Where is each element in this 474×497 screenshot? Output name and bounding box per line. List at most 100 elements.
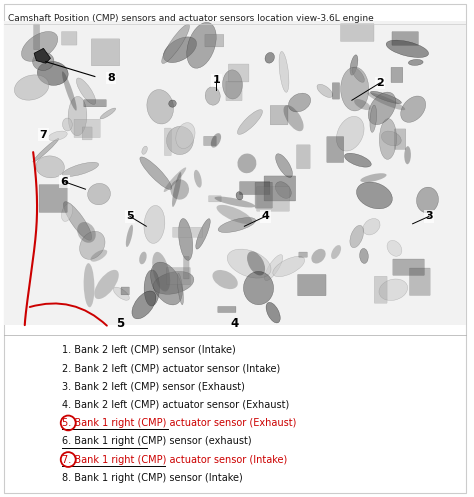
Ellipse shape [126,225,133,247]
Text: 1: 1 [212,76,220,85]
Ellipse shape [14,75,49,100]
FancyBboxPatch shape [209,196,221,202]
Bar [4,21,466,325]
Ellipse shape [196,219,210,249]
Ellipse shape [218,218,255,233]
Ellipse shape [179,219,193,260]
FancyBboxPatch shape [203,136,216,146]
Ellipse shape [217,205,252,224]
FancyBboxPatch shape [39,184,67,212]
Ellipse shape [62,162,99,176]
Ellipse shape [266,302,280,323]
Ellipse shape [341,67,369,111]
Ellipse shape [144,270,160,306]
Ellipse shape [164,37,197,63]
Ellipse shape [94,270,119,299]
Ellipse shape [177,273,183,305]
Ellipse shape [162,24,190,64]
FancyBboxPatch shape [183,256,189,279]
Text: 5: 5 [126,211,134,221]
FancyBboxPatch shape [121,287,129,295]
Ellipse shape [176,123,195,149]
FancyBboxPatch shape [34,24,39,50]
Ellipse shape [88,183,110,205]
Ellipse shape [83,263,94,307]
Text: 4: 4 [231,317,239,330]
Ellipse shape [404,146,411,164]
Ellipse shape [345,153,371,167]
Ellipse shape [164,167,186,192]
Ellipse shape [170,179,189,200]
Ellipse shape [68,96,87,136]
Ellipse shape [311,249,326,263]
Ellipse shape [62,72,77,111]
FancyBboxPatch shape [166,267,191,285]
Text: 2. Bank 2 left (CMP) actuator sensor (Intake): 2. Bank 2 left (CMP) actuator sensor (In… [62,363,281,373]
Ellipse shape [187,22,216,68]
Ellipse shape [317,84,333,97]
Ellipse shape [215,196,255,207]
Text: 4. Bank 2 left (CMP) actuator sensor (Exhaust): 4. Bank 2 left (CMP) actuator sensor (Ex… [62,400,290,410]
Ellipse shape [205,87,220,105]
Ellipse shape [337,116,364,151]
Ellipse shape [172,172,182,207]
Ellipse shape [279,51,289,92]
Ellipse shape [275,154,292,177]
FancyBboxPatch shape [239,181,270,195]
Ellipse shape [275,181,292,198]
FancyBboxPatch shape [327,137,344,163]
Ellipse shape [36,156,64,178]
Ellipse shape [356,182,392,209]
Ellipse shape [360,248,368,263]
FancyBboxPatch shape [299,252,307,257]
FancyBboxPatch shape [228,64,249,82]
Text: Camshaft Position (CMP) sensors and actuator sensors location view-3.6L engine: Camshaft Position (CMP) sensors and actu… [9,14,374,23]
Polygon shape [34,48,50,63]
Ellipse shape [21,31,58,61]
Ellipse shape [76,78,96,104]
FancyBboxPatch shape [82,127,92,140]
Text: 8: 8 [107,73,115,83]
FancyBboxPatch shape [226,82,242,101]
FancyBboxPatch shape [374,276,387,303]
Ellipse shape [371,91,401,103]
Ellipse shape [140,157,172,189]
FancyBboxPatch shape [298,274,326,296]
FancyBboxPatch shape [392,32,419,45]
Ellipse shape [247,251,265,275]
Ellipse shape [62,204,73,222]
Ellipse shape [147,89,173,124]
Text: 6: 6 [61,177,68,187]
Ellipse shape [363,219,380,235]
Ellipse shape [360,173,387,182]
Ellipse shape [379,119,397,160]
Ellipse shape [237,154,256,173]
Ellipse shape [244,271,273,305]
FancyBboxPatch shape [410,268,430,296]
FancyBboxPatch shape [218,306,236,313]
Ellipse shape [132,291,156,319]
Text: 2: 2 [376,78,384,88]
FancyBboxPatch shape [297,145,310,168]
Ellipse shape [48,131,67,141]
Ellipse shape [227,249,271,278]
FancyBboxPatch shape [270,105,288,125]
Ellipse shape [352,68,365,83]
FancyBboxPatch shape [74,119,100,138]
Ellipse shape [368,92,396,125]
FancyBboxPatch shape [91,39,120,66]
FancyBboxPatch shape [255,182,273,208]
Ellipse shape [139,251,146,264]
FancyBboxPatch shape [332,83,339,99]
Ellipse shape [142,146,147,154]
Ellipse shape [283,105,303,131]
Ellipse shape [331,245,341,259]
Ellipse shape [91,249,107,262]
Ellipse shape [33,52,54,71]
Ellipse shape [153,271,194,294]
Ellipse shape [194,170,202,188]
Ellipse shape [289,93,310,112]
Ellipse shape [144,205,165,244]
Ellipse shape [350,55,358,75]
FancyBboxPatch shape [391,67,403,83]
